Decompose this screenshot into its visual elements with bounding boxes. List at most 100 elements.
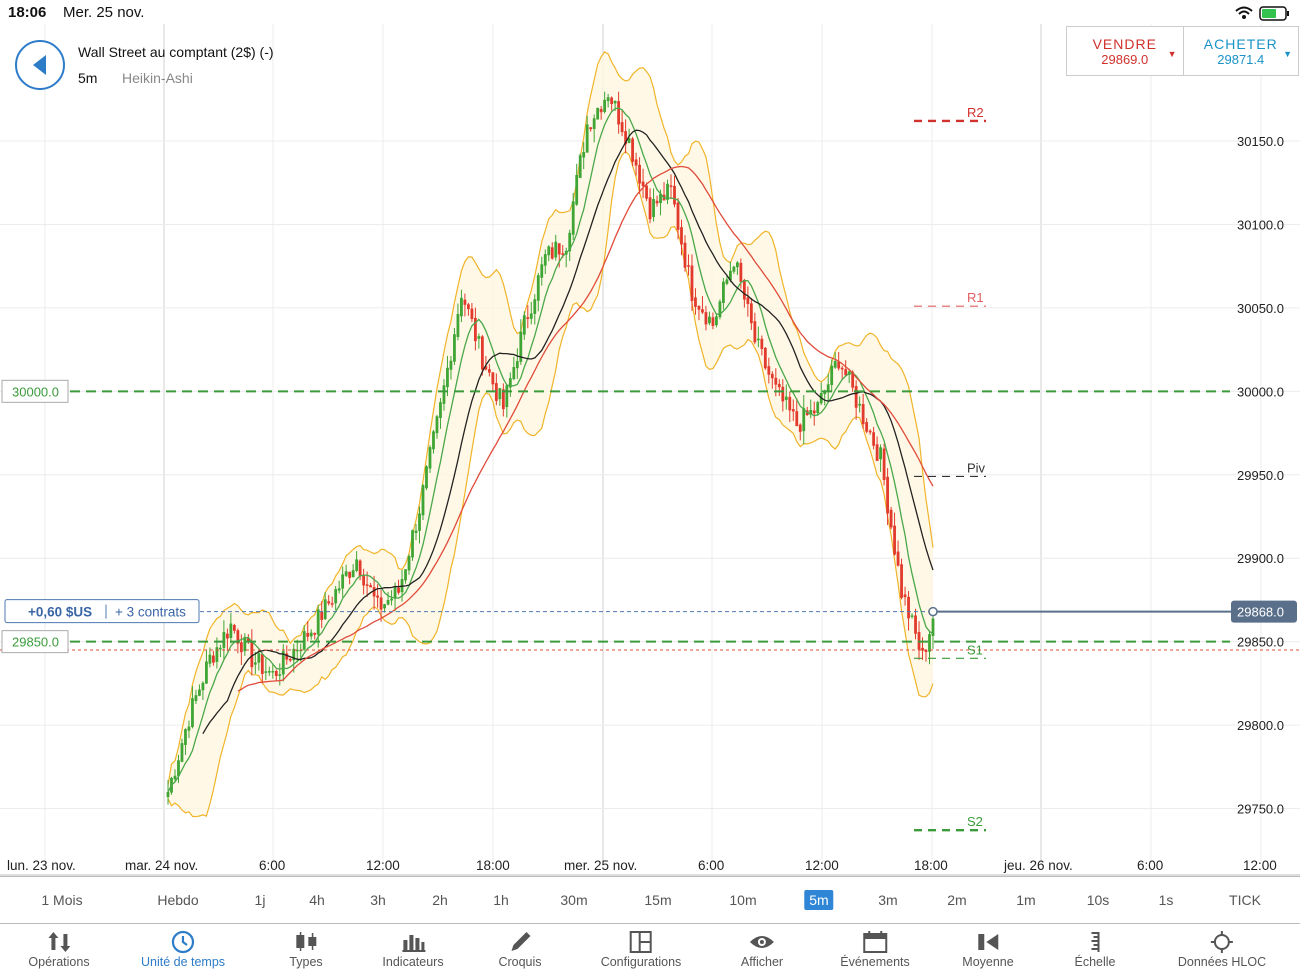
types-button[interactable]: Types [289,924,323,975]
candle-body [411,530,414,558]
candle [844,360,848,376]
candle-body [320,611,324,620]
crosshair-icon [1211,931,1233,953]
events-button[interactable]: Événements [840,924,910,975]
candle [624,119,628,154]
moving-average-fast-line [167,107,934,793]
scale-button[interactable]: Échelle [1075,924,1116,975]
timeframe-5m[interactable]: 5m [804,890,834,910]
candle [617,91,621,134]
time-tick-label: mar. 24 nov. [125,858,198,873]
timeframe-10m[interactable]: 10m [729,892,757,908]
candle [453,328,456,365]
candle [676,198,680,240]
candle-body [212,655,215,663]
time-tick-label: lun. 23 nov. [7,858,76,873]
back-button[interactable] [15,40,65,90]
candle [708,311,711,326]
candle [365,571,369,597]
current-price-label: 29868.0 [1237,605,1284,620]
candle-body [456,313,460,337]
candle-body [355,559,359,571]
candle [250,629,254,676]
candle-body [826,384,830,392]
configurations-button[interactable]: Configurations [601,924,681,975]
timeframe-4h[interactable]: 4h [309,892,325,908]
timeframe-1j[interactable]: 1j [254,892,266,908]
timeframe-10s[interactable]: 10s [1086,892,1110,908]
timeframe-1s[interactable]: 1s [1158,892,1174,908]
candle-body [872,432,876,446]
operations-icon [48,932,70,952]
buy-button[interactable]: ACHETER 29871.4 ▼ [1182,27,1299,75]
candle [309,629,313,640]
time-tick-label: mer. 25 nov. [564,858,637,873]
candle-body [557,243,561,255]
candle [166,780,170,805]
candle-body [781,386,785,402]
candle [795,398,799,427]
timeframe-2h[interactable]: 2h [432,892,448,908]
candle-body [477,336,481,339]
candle-body [722,281,725,303]
sell-button[interactable]: VENDRE 29869.0 ▼ [1067,27,1183,75]
sell-price: 29869.0 [1101,52,1149,67]
candle-body [439,402,442,418]
candle [278,663,282,686]
timeframe-2m[interactable]: 2m [947,892,967,908]
candle-body [645,185,648,199]
candle-body [323,599,327,620]
candle-body [732,266,736,272]
hloc-button[interactable]: Données HLOC [1178,924,1266,975]
timeframe-3h[interactable]: 3h [370,892,386,908]
operations-button[interactable]: Opérations [28,924,90,975]
candle-body [718,301,722,318]
candle [536,272,540,312]
candle-body [851,371,855,388]
candle [557,243,561,268]
position-tag-box [4,599,200,624]
candle [784,384,788,410]
timeframe-1h[interactable]: 1h [493,892,509,908]
candle [212,650,215,666]
instrument-title: Wall Street au comptant (2$) (-) [78,44,274,60]
candle [592,114,596,143]
candle [533,294,537,325]
timeunit-button[interactable]: Unité de temps [141,924,225,975]
candle [746,286,750,317]
display-button[interactable]: Afficher [741,924,783,975]
alert-tag-low: 29850.0 [12,635,59,650]
candle [582,142,586,170]
alert-tag-high: 30000.0 [12,384,59,399]
candle [610,96,614,111]
timeframe-30m[interactable]: 30m [560,892,588,908]
candle [585,115,589,153]
candle [348,571,352,585]
candle [715,313,718,328]
timeframe-1m[interactable]: 1m [1016,892,1036,908]
candle [749,297,753,330]
indicators-button[interactable]: Indicateurs [382,924,444,975]
timeframe-tick[interactable]: TICK [1229,892,1261,908]
candle [477,333,481,349]
layout-icon [629,931,652,953]
candle-body [784,396,788,400]
candle [229,612,233,644]
timeframe-hebdo[interactable]: Hebdo [157,892,199,908]
timeframe-15m[interactable]: 15m [644,892,672,908]
candle-body [896,551,900,566]
candle [421,484,425,520]
candle [575,163,579,206]
timeframe-1-mois[interactable]: 1 Mois [41,892,83,908]
candle-body [550,247,554,259]
price-tick-label: 30050.0 [1237,301,1284,316]
candle-body [931,618,935,636]
timeframe-3m[interactable]: 3m [878,892,898,908]
candle-body [501,389,505,410]
candle-body [351,570,355,578]
candle-body [337,588,341,591]
sketch-button[interactable]: Croquis [498,924,542,975]
candle-body [924,650,928,652]
price-chart[interactable]: R2 R1 Piv S1 S2 30150.0 30100.0 30050.0 30000.0 2… [0,24,1300,876]
average-button[interactable]: Moyenne [962,924,1014,975]
